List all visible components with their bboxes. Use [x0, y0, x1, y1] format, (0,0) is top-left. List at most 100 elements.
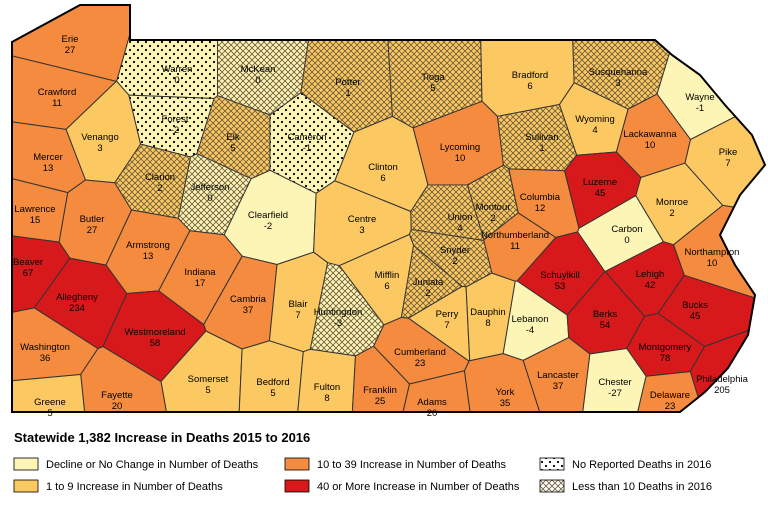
county-value: 67	[23, 268, 34, 279]
county-name: Berks	[593, 309, 618, 320]
county-name: Mifflin	[375, 270, 400, 281]
legend-swatch	[539, 479, 565, 493]
county-value: 45	[690, 311, 701, 322]
county-name: Dauphin	[470, 307, 505, 318]
county-name: Tioga	[421, 72, 445, 83]
county-value: 10	[707, 258, 718, 269]
county-name: Huntingdon	[314, 307, 363, 318]
county-name: Union	[448, 212, 473, 223]
county-name: Montour	[476, 202, 511, 213]
county-name: Potter	[335, 77, 360, 88]
state-outline	[11, 4, 767, 413]
county-name: Franklin	[363, 385, 397, 396]
county-value: 5	[430, 83, 435, 94]
county-value: -2	[264, 221, 272, 232]
legend-swatch	[13, 457, 39, 471]
county-value: 35	[500, 398, 511, 409]
county-name: Mercer	[33, 152, 63, 163]
county-value: 5	[270, 388, 275, 399]
county-name: Pike	[719, 147, 737, 158]
county-value: 54	[600, 320, 611, 331]
county-name: Wyoming	[575, 114, 615, 125]
county-name: Beaver	[13, 257, 43, 268]
county-name: Lackawanna	[623, 129, 677, 140]
county-value: 53	[555, 281, 566, 292]
county-name: Lebanon	[512, 314, 549, 325]
county-name: Philadelphia	[696, 374, 748, 385]
county-value: -1	[303, 143, 311, 154]
county-name: Fayette	[101, 390, 133, 401]
county-name: Cumberland	[394, 347, 446, 358]
county-value: -4	[526, 325, 534, 336]
county-name: Clarion	[145, 172, 175, 183]
county-value: 3	[359, 225, 364, 236]
county-name: Luzerne	[583, 177, 617, 188]
county-name: McKean	[241, 64, 276, 75]
county-value: 15	[30, 215, 41, 226]
county-value: 0	[207, 193, 212, 204]
legend-label: 10 to 39 Increase in Number of Deaths	[317, 459, 506, 471]
county-pattern	[128, 95, 215, 157]
county-value: 10	[645, 140, 656, 151]
county-value: 4	[592, 125, 597, 136]
county-value: 6	[380, 173, 385, 184]
legend-swatch	[539, 457, 565, 471]
county-value: 2	[669, 208, 674, 219]
county-value: 23	[415, 358, 426, 369]
county-name: Butler	[80, 214, 105, 225]
county	[80, 346, 169, 412]
county-value: 3	[615, 78, 620, 89]
county-pattern	[467, 165, 519, 240]
county-name: Venango	[81, 132, 119, 143]
county-name: Sullivan	[525, 132, 558, 143]
county-value: 7	[444, 320, 449, 331]
counties	[12, 5, 765, 412]
county-value: 2	[452, 256, 457, 267]
county-value: 78	[660, 353, 671, 364]
county-name: Greene	[34, 397, 66, 408]
county-name: Perry	[436, 309, 459, 320]
county-value: 7	[725, 158, 730, 169]
county-name: Cambria	[230, 294, 267, 305]
county-value: 25	[375, 396, 386, 407]
county-name: Erie	[62, 34, 79, 45]
county-value: 5	[205, 385, 210, 396]
county-value: 42	[645, 280, 656, 291]
county-name: Bradford	[512, 70, 548, 81]
county-name: Lawrence	[14, 204, 55, 215]
county-name: Centre	[348, 214, 377, 225]
county-value: 8	[485, 318, 490, 329]
legend-label: No Reported Deaths in 2016	[572, 459, 711, 471]
county-name: Elk	[226, 132, 239, 143]
county-value: 10	[455, 153, 466, 164]
county-pattern	[401, 245, 463, 319]
county-pattern	[270, 92, 354, 194]
county-pattern	[497, 104, 577, 171]
county-name: Clinton	[368, 162, 398, 173]
county-name: Bedford	[256, 377, 289, 388]
county-pattern	[409, 229, 492, 287]
county-value: 1	[539, 143, 544, 154]
county-name: Lehigh	[636, 269, 665, 280]
county-name: Cameron	[287, 132, 326, 143]
county-name: Adams	[417, 397, 447, 408]
legend-label: 1 to 9 Increase in Number of Deaths	[46, 481, 223, 493]
county-value: 27	[87, 225, 98, 236]
legend-swatch	[13, 479, 39, 493]
county-name: Allegheny	[56, 292, 98, 303]
county-value: 17	[195, 278, 206, 289]
county-value: 2	[490, 213, 495, 224]
county-value: 2	[425, 288, 430, 299]
county-name: Somerset	[188, 374, 229, 385]
county-value: 11	[52, 98, 62, 109]
county-value: 13	[43, 163, 54, 174]
legend: Decline or No Change in Number of Deaths…	[13, 457, 712, 493]
county-name: Northampton	[685, 247, 740, 258]
county-value: -3	[334, 318, 342, 329]
county-name: Northumberland	[481, 230, 549, 241]
county-pattern	[116, 5, 218, 99]
county-value: 23	[665, 401, 676, 412]
county-value: 3	[97, 143, 102, 154]
